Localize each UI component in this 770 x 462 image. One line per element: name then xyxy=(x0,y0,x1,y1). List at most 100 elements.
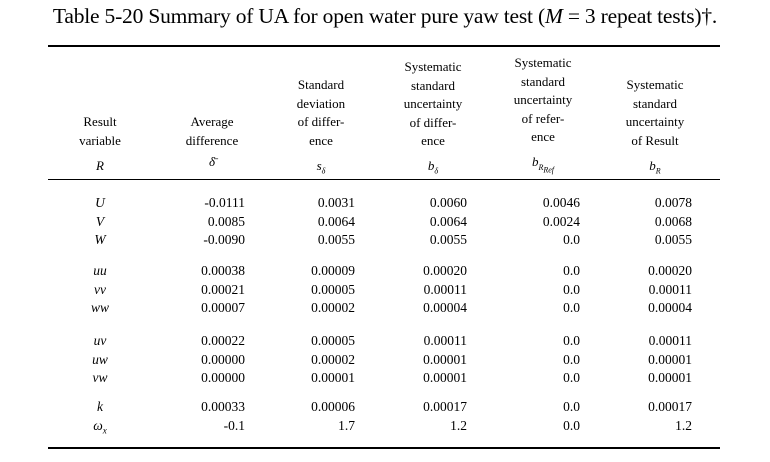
header-line: ence xyxy=(531,129,555,144)
cell-stddev-of-difference: 0.00005 xyxy=(311,281,355,297)
cell-result-variable: ww xyxy=(90,300,109,315)
header-line: standard xyxy=(632,95,678,111)
header-line: Systematic xyxy=(626,77,684,92)
cell-sys-unc-result: 0.00017 xyxy=(648,399,692,414)
header-line: difference xyxy=(185,132,239,148)
cell-average-difference: 0.00033 xyxy=(201,399,245,414)
caption-prefix: Table 5-20 Summary of UA for open water … xyxy=(52,4,545,28)
cell-stddev-of-difference: 0.0064 xyxy=(317,213,355,229)
caption-m-symbol: M xyxy=(544,4,563,28)
cell-sys-unc-reference: 0.0 xyxy=(563,263,580,278)
cell-sys-unc-reference: 0.0046 xyxy=(542,195,580,210)
table-caption: Table 5-20 Summary of UA for open water … xyxy=(0,4,770,29)
cell-sys-unc-difference: 0.00011 xyxy=(423,281,467,297)
col-symbol-b-r-ref: bRRef xyxy=(531,154,555,175)
cell-sys-unc-reference: 0.0 xyxy=(563,370,580,385)
cell-average-difference: -0.0090 xyxy=(203,232,245,247)
header-line: variable xyxy=(79,132,121,148)
cell-sys-unc-difference: 0.0060 xyxy=(429,195,467,210)
cell-stddev-of-difference: 0.00002 xyxy=(311,351,355,367)
cell-stddev-of-difference: 0.00009 xyxy=(311,263,355,278)
header-line: uncertainty xyxy=(403,96,463,111)
header-line: deviation xyxy=(296,95,346,111)
cell-sys-unc-difference: 0.00017 xyxy=(423,399,467,414)
cell-stddev-of-difference: 0.0031 xyxy=(317,195,355,210)
header-line: of Result xyxy=(631,132,679,148)
header-line: uncertainty xyxy=(513,92,573,107)
cell-sys-unc-difference: 0.00001 xyxy=(423,370,467,385)
header-line: of differ- xyxy=(409,114,457,130)
col-symbol-delta-bar: δ̄ xyxy=(208,154,216,169)
cell-sys-unc-reference: 0.0 xyxy=(563,417,580,433)
col-header-sys-diff: Systematic standard uncertainty of diffe… xyxy=(378,58,488,151)
cell-sys-unc-reference: 0.0 xyxy=(563,281,580,297)
cell-stddev-of-difference: 0.0055 xyxy=(317,232,355,247)
header-line: Standard xyxy=(297,77,345,92)
cell-result-variable: V xyxy=(95,213,105,229)
cell-result-variable: W xyxy=(94,232,106,247)
col-symbol-r: R xyxy=(96,158,104,173)
col-header-result: Result variable xyxy=(58,113,142,150)
cell-result-variable: vw xyxy=(92,370,108,385)
cell-sys-unc-reference: 0.0 xyxy=(563,351,580,367)
cell-sys-unc-reference: 0.0 xyxy=(563,333,580,348)
cell-result-variable: vv xyxy=(94,281,106,297)
cell-sys-unc-difference: 1.2 xyxy=(450,417,467,433)
cell-stddev-of-difference: 0.00005 xyxy=(311,333,355,348)
cell-sys-unc-difference: 0.00020 xyxy=(423,263,467,278)
cell-average-difference: 0.0085 xyxy=(207,213,245,229)
cell-sys-unc-difference: 0.0064 xyxy=(429,213,467,229)
cell-stddev-of-difference: 1.7 xyxy=(338,417,355,433)
header-line: Result xyxy=(83,114,117,129)
header-line: ence xyxy=(309,132,333,148)
header-line: standard xyxy=(410,77,456,93)
cell-sys-unc-result: 0.00004 xyxy=(648,300,692,315)
header-line: Systematic xyxy=(514,55,572,70)
cell-sys-unc-reference: 0.0 xyxy=(563,399,580,414)
header-line: Average xyxy=(190,114,234,129)
cell-result-variable: ωx xyxy=(93,417,107,436)
cell-stddev-of-difference: 0.00001 xyxy=(311,370,355,385)
header-line: of refer- xyxy=(521,110,565,126)
cell-result-variable: uv xyxy=(93,333,107,348)
cell-sys-unc-difference: 0.00004 xyxy=(423,300,467,315)
cell-sys-unc-reference: 0.0 xyxy=(563,300,580,315)
cell-sys-unc-result: 0.0068 xyxy=(654,213,692,229)
header-line: Systematic xyxy=(404,59,462,74)
cell-sys-unc-result: 0.00020 xyxy=(648,263,692,278)
cell-average-difference: 0.00022 xyxy=(201,333,245,348)
cell-sys-unc-result: 1.2 xyxy=(675,417,692,433)
table-header-rule xyxy=(48,179,720,180)
col-header-stddev: Standard deviation of differ- ence xyxy=(275,76,367,150)
table-top-rule xyxy=(48,45,720,47)
cell-sys-unc-result: 0.00001 xyxy=(648,370,692,385)
cell-sys-unc-reference: 0.0 xyxy=(563,232,580,247)
cell-average-difference: 0.00007 xyxy=(201,300,245,315)
cell-sys-unc-result: 0.00011 xyxy=(648,281,692,297)
cell-sys-unc-difference: 0.00011 xyxy=(423,333,467,348)
cell-average-difference: -0.1 xyxy=(223,417,245,433)
header-line: uncertainty xyxy=(625,114,685,129)
col-header-sys-ref: Systematic standard uncertainty of refer… xyxy=(488,54,598,147)
cell-stddev-of-difference: 0.00002 xyxy=(311,300,355,315)
cell-sys-unc-difference: 0.0055 xyxy=(429,232,467,247)
header-line: of differ- xyxy=(297,114,345,129)
caption-suffix: = 3 repeat tests)†. xyxy=(562,4,718,28)
cell-average-difference: 0.00021 xyxy=(201,281,245,297)
cell-average-difference: 0.00038 xyxy=(201,263,245,278)
cell-result-variable: U xyxy=(95,195,105,210)
cell-sys-unc-difference: 0.00001 xyxy=(423,351,467,367)
table-bottom-rule xyxy=(48,447,720,449)
col-symbol-b-delta: bδ xyxy=(427,158,439,176)
cell-result-variable: uu xyxy=(93,263,107,278)
col-header-average: Average difference xyxy=(166,113,258,150)
cell-average-difference: 0.00000 xyxy=(201,351,245,367)
cell-sys-unc-result: 0.0055 xyxy=(654,232,692,247)
cell-sys-unc-reference: 0.0024 xyxy=(542,213,580,229)
cell-sys-unc-result: 0.0078 xyxy=(654,195,692,210)
header-line: standard xyxy=(520,73,566,89)
cell-result-variable: uw xyxy=(92,351,108,367)
cell-result-variable: k xyxy=(97,399,103,414)
cell-average-difference: 0.00000 xyxy=(201,370,245,385)
col-header-sys-result: Systematic standard uncertainty of Resul… xyxy=(600,76,710,150)
